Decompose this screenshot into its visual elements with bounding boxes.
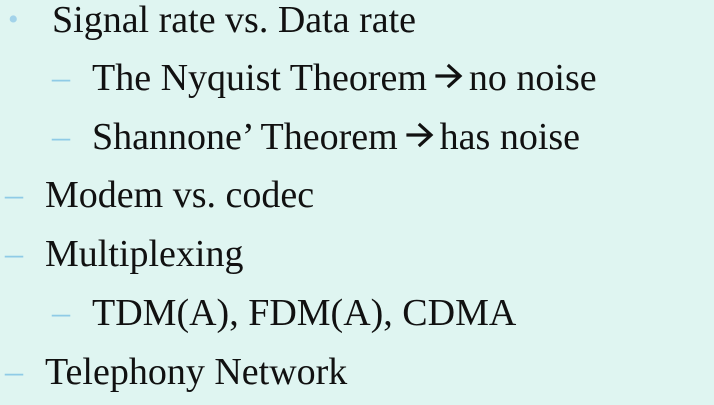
- bullet-text: The Nyquist Theorem no noise: [92, 58, 597, 101]
- dash-marker-icon: –: [52, 116, 70, 156]
- bullet-text: TDM(A), FDM(A), CDMA: [92, 292, 517, 334]
- dash-marker-icon: –: [52, 292, 70, 332]
- bullet-text: Signal rate vs. Data rate: [52, 0, 417, 41]
- bullet-text-before: The Nyquist Theorem: [92, 57, 427, 99]
- bullet-text-before: Shannone’ Theorem: [92, 116, 398, 158]
- bullet-text: Modem vs. codec: [45, 174, 315, 216]
- bullet-text: Telephony Network: [45, 351, 348, 393]
- bullet-text-after: has noise: [439, 116, 581, 158]
- dash-marker-icon: –: [5, 174, 23, 214]
- bullet-dot-icon: •: [8, 3, 19, 36]
- bullet-text: Shannone’ Theorem has noise: [92, 117, 580, 160]
- arrow-right-icon: [406, 117, 436, 157]
- dash-marker-icon: –: [5, 233, 23, 273]
- dash-marker-icon: –: [5, 351, 23, 391]
- bullet-text: Multiplexing: [45, 233, 244, 275]
- bullet-text-after: no noise: [468, 57, 597, 99]
- arrow-right-icon: [435, 58, 465, 98]
- dash-marker-icon: –: [52, 57, 70, 97]
